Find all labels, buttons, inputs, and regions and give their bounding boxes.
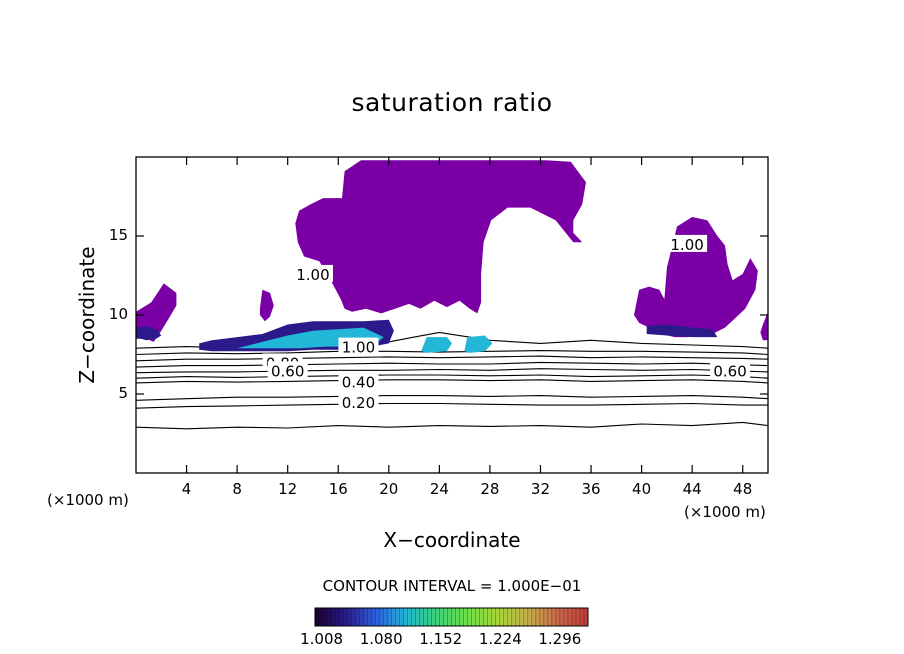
contour-line-0.7 — [136, 361, 768, 368]
y-tick-label-10: 10 — [108, 305, 128, 323]
contour-label-1.00: 1.00 — [296, 266, 329, 284]
contour-label-0.60: 0.60 — [271, 362, 304, 380]
contour-label-bg — [710, 361, 751, 379]
contour-label-bg — [292, 264, 333, 282]
x-tick-label-28: 28 — [480, 480, 500, 498]
x-tick-label-12: 12 — [278, 480, 298, 498]
region-tall-anvil-cloud — [295, 160, 586, 314]
colorbar-tick-label-1.224: 1.224 — [478, 630, 522, 648]
contour-line-0.2 — [136, 402, 768, 409]
colorbar-tick-label-1.080: 1.080 — [359, 630, 403, 648]
region-right-low-band — [646, 324, 718, 338]
x-tick-label-32: 32 — [530, 480, 551, 498]
x-tick-label-40: 40 — [632, 480, 652, 498]
region-mid-cloud-x23 — [421, 337, 452, 353]
x-unit-right: (×1000 m) — [684, 503, 766, 521]
region-left-low-band — [136, 326, 162, 341]
contour-label-0.40: 0.40 — [342, 373, 375, 391]
contour-line-0.1 — [136, 421, 768, 430]
region-small-cloud-x10 — [259, 289, 274, 322]
x-tick-label-4: 4 — [181, 480, 192, 498]
contour-line-0.5 — [136, 374, 768, 379]
colorbar-tick-label-1.008: 1.008 — [300, 630, 344, 648]
x-tick-label-44: 44 — [682, 480, 702, 498]
contour-line-0.8 — [136, 355, 768, 362]
contour-line-0.9 — [136, 350, 768, 356]
colorbar — [314, 607, 589, 627]
x-tick-label-48: 48 — [733, 480, 753, 498]
axis-ticks — [136, 157, 768, 473]
contour-label-0.60: 0.60 — [713, 362, 746, 380]
x-tick-label-24: 24 — [429, 480, 449, 498]
contour-label-0.20: 0.20 — [342, 394, 375, 412]
contour-line-0.6 — [136, 368, 768, 374]
contour-line-0.3 — [136, 395, 768, 401]
contour-label-bg — [338, 392, 379, 410]
x-tick-label-16: 16 — [328, 480, 348, 498]
x-axis-label: X−coordinate — [383, 528, 521, 552]
region-mid-cloud-x27 — [464, 335, 493, 353]
contour-line-0.4 — [136, 379, 768, 384]
contour-interval-text: CONTOUR INTERVAL = 1.000E−01 — [322, 577, 582, 595]
region-right-edge-sliver — [760, 311, 768, 341]
x-tick-label-20: 20 — [379, 480, 399, 498]
contour-lines-layer — [136, 331, 768, 430]
contour-labels: 1.001.000.800.600.400.200.601.00 — [262, 234, 751, 412]
x-tick-label-36: 36 — [581, 480, 601, 498]
chart-title: saturation ratio — [351, 88, 553, 117]
colorbar-stripes — [318, 608, 585, 626]
contour-label-1.00: 1.00 — [342, 339, 375, 357]
contour-label-bg — [338, 372, 379, 390]
contour-label-bg — [667, 234, 708, 252]
y-tick-label-5: 5 — [118, 384, 128, 402]
y-tick-label-15: 15 — [108, 226, 128, 244]
saturation-fill-layer — [136, 160, 768, 353]
colorbar-tick-label-1.152: 1.152 — [419, 630, 463, 648]
x-unit-left: (×1000 m) — [47, 491, 129, 509]
contour-label-bg — [338, 337, 379, 355]
x-tick-label-8: 8 — [232, 480, 242, 498]
contour-label-bg — [267, 361, 308, 379]
region-right-tall-cloud — [634, 217, 758, 338]
contour-label-1.00: 1.00 — [670, 236, 703, 254]
colorbar-tick-label-1.296: 1.296 — [538, 630, 582, 648]
